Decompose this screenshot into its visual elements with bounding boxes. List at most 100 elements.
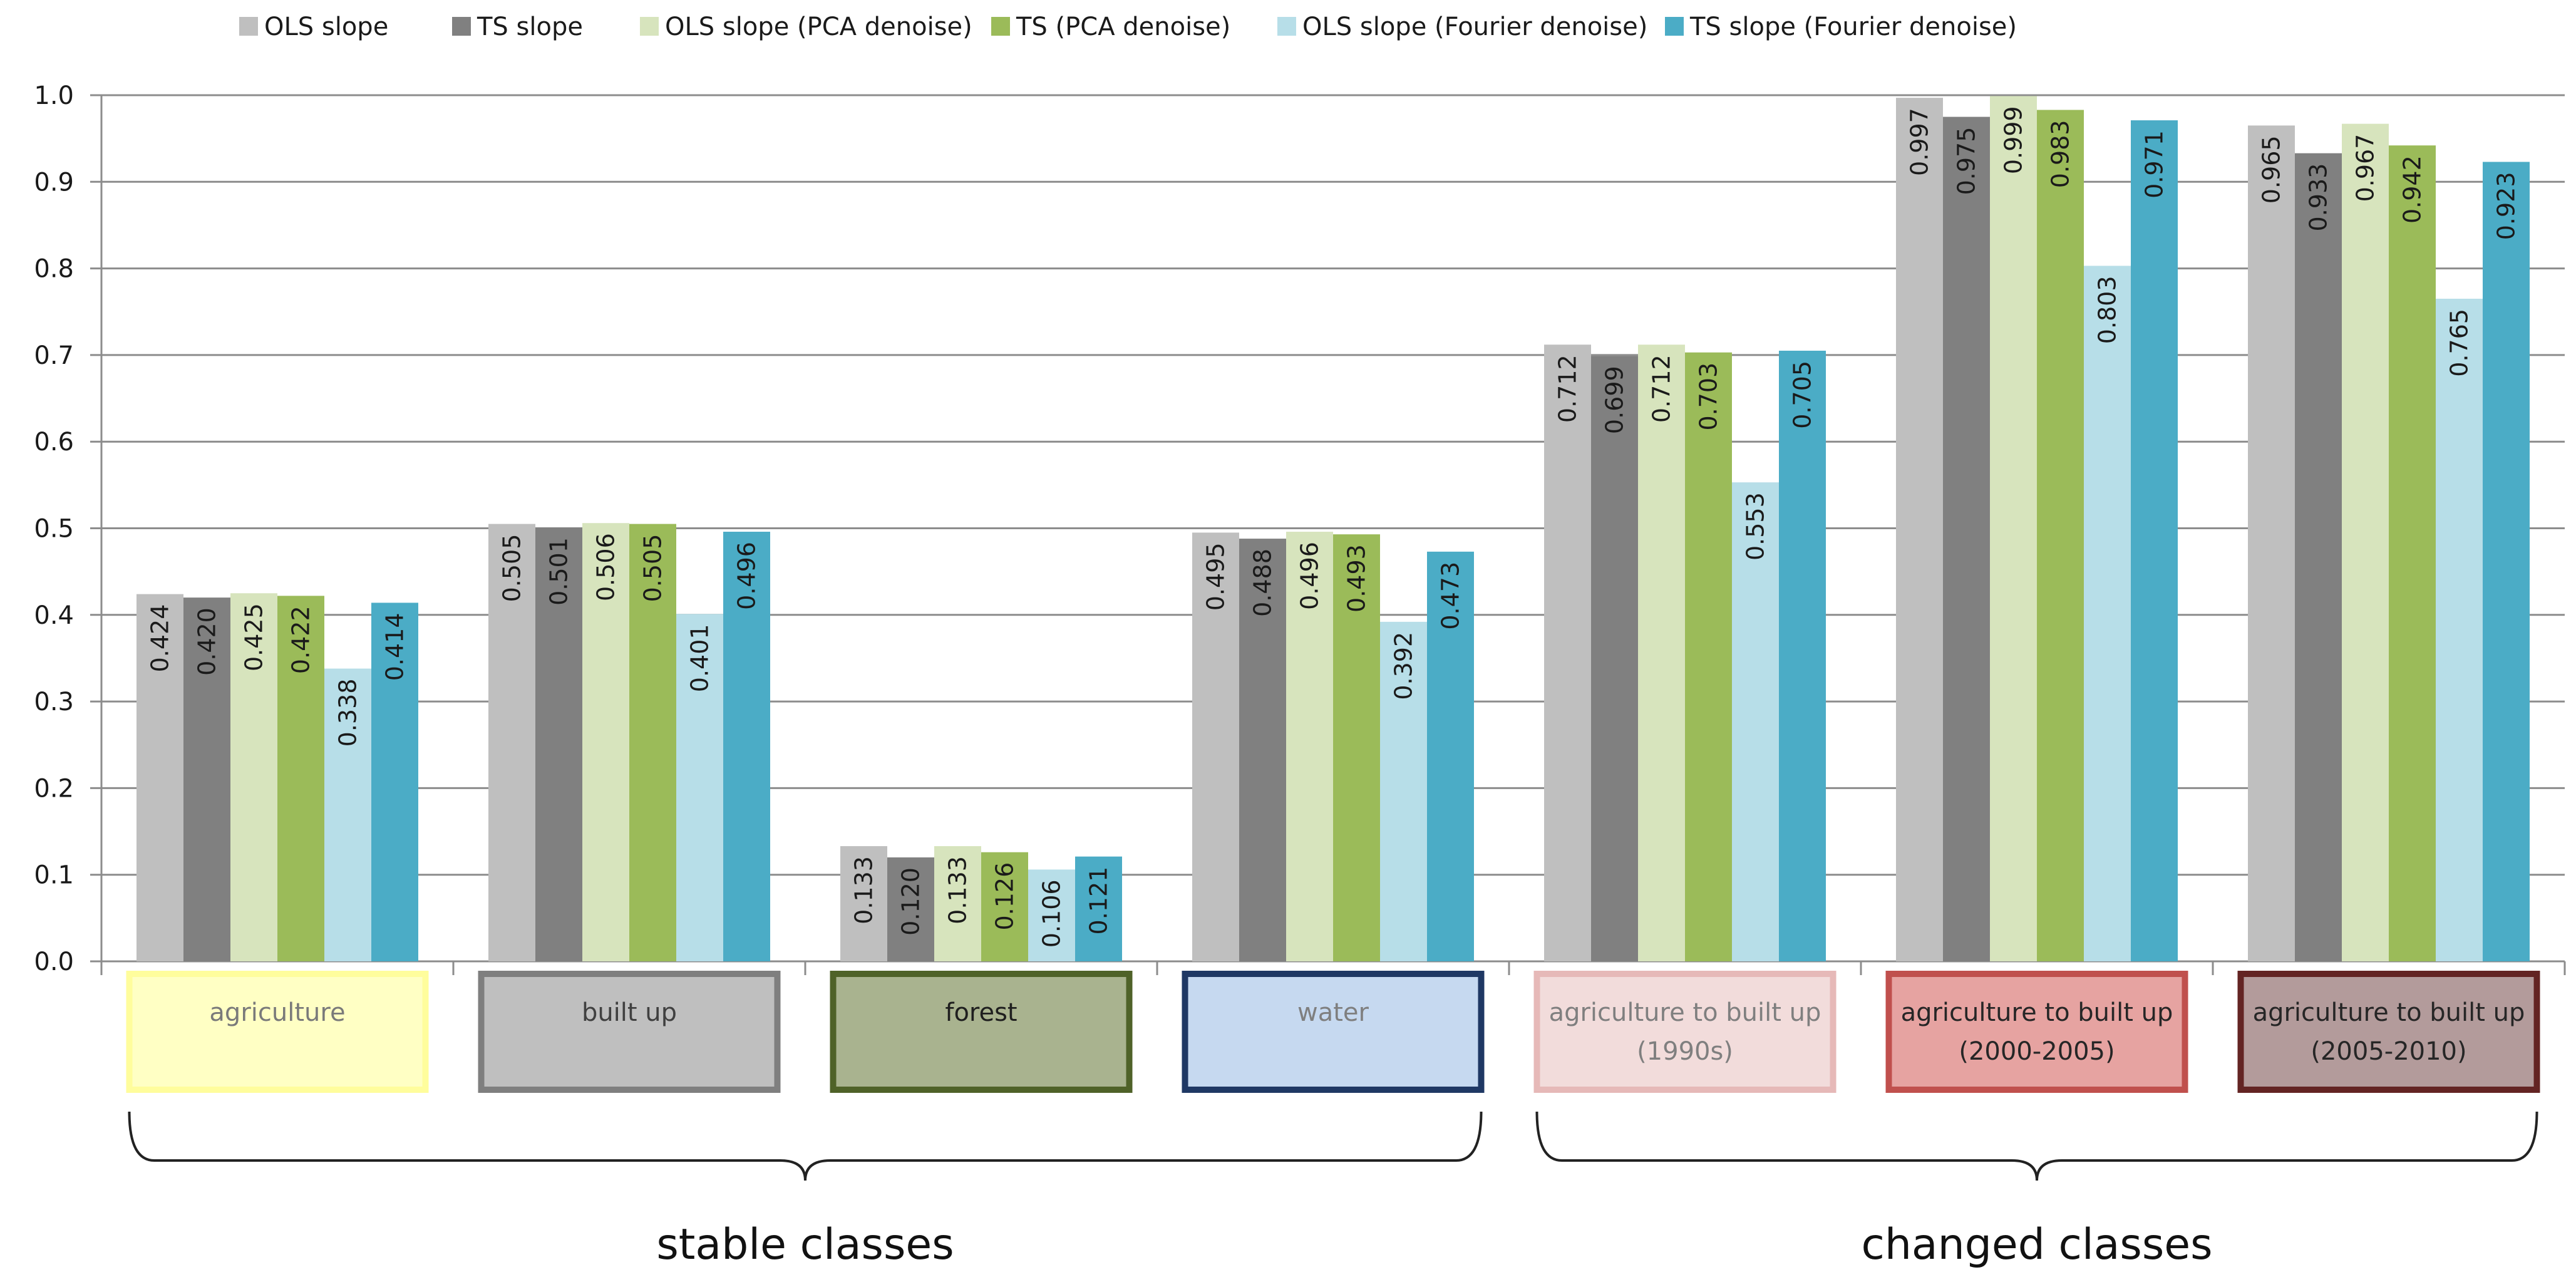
- data-label: 0.414: [381, 613, 409, 681]
- category-box: [2237, 971, 2540, 1093]
- bar: [1990, 96, 2037, 961]
- data-label: 0.703: [1695, 363, 1723, 431]
- data-label: 0.425: [240, 603, 268, 671]
- data-label: 0.971: [2141, 130, 2168, 199]
- data-label: 0.997: [1906, 108, 1934, 176]
- category-label: (2000-2005): [1959, 1037, 2115, 1066]
- data-label: 0.965: [2258, 135, 2285, 204]
- data-label: 0.401: [686, 624, 714, 692]
- category-label: water: [1297, 998, 1369, 1027]
- legend-label: TS slope: [477, 13, 583, 41]
- data-label: 0.496: [1296, 542, 1324, 610]
- data-label: 0.120: [897, 867, 925, 936]
- y-tick-label: 0.2: [34, 774, 74, 803]
- category-label: built up: [582, 998, 677, 1027]
- bar: [1333, 534, 1380, 961]
- data-label: 0.803: [2094, 276, 2121, 344]
- data-label: 0.424: [147, 604, 174, 673]
- data-label: 0.133: [850, 856, 878, 924]
- legend-swatch: [1277, 17, 1296, 36]
- bar: [629, 524, 676, 961]
- bar: [277, 596, 324, 961]
- data-label: 0.422: [287, 606, 315, 674]
- bar: [676, 614, 723, 961]
- data-label: 0.505: [498, 534, 526, 602]
- category-box: [830, 971, 1133, 1093]
- bar: [183, 597, 230, 961]
- bar: [1591, 356, 1638, 961]
- bar: [2483, 162, 2530, 962]
- bar: [1239, 539, 1286, 961]
- bar: [723, 532, 770, 961]
- data-label: 0.942: [2399, 155, 2426, 224]
- group-brace: [128, 1111, 1483, 1181]
- legend-swatch: [239, 17, 258, 36]
- bar: [1544, 344, 1591, 961]
- legend-swatch: [640, 17, 659, 36]
- data-label: 0.765: [2446, 309, 2473, 377]
- data-label: 0.493: [1343, 544, 1371, 613]
- y-tick-label: 0.3: [34, 688, 74, 716]
- bar: [934, 846, 981, 961]
- data-label: 0.999: [2000, 106, 2027, 174]
- bar: [840, 846, 887, 961]
- bar: [1685, 352, 1732, 961]
- category-box: [1533, 971, 1837, 1093]
- category-box: [126, 971, 429, 1093]
- data-label: 0.501: [545, 537, 573, 606]
- bar: [137, 594, 183, 961]
- category-label: agriculture to built up: [1901, 998, 2173, 1027]
- bar: [887, 857, 934, 961]
- category-box: [1885, 971, 2188, 1093]
- y-tick-label: 0.1: [34, 861, 74, 890]
- category-label: agriculture: [209, 998, 345, 1027]
- bar: [2037, 110, 2084, 962]
- bar: [1028, 869, 1075, 961]
- legend-swatch: [452, 17, 471, 36]
- category-label: agriculture to built up: [2253, 998, 2525, 1027]
- data-label: 0.496: [733, 542, 761, 610]
- legend-label: TS slope (Fourier denoise): [1689, 13, 2017, 41]
- bar: [1192, 532, 1239, 961]
- data-label: 0.121: [1085, 867, 1113, 935]
- category-label: agriculture to built up: [1549, 998, 1821, 1027]
- y-tick-label: 0.7: [34, 341, 74, 370]
- y-tick-label: 0.5: [34, 515, 74, 544]
- legend-label: OLS slope (PCA denoise): [665, 13, 972, 41]
- bar: [582, 523, 629, 961]
- bar: [1075, 856, 1122, 961]
- bar: [1732, 482, 1779, 961]
- y-tick-label: 0.0: [34, 948, 74, 976]
- category-box: [478, 971, 781, 1093]
- y-tick-label: 0.9: [34, 168, 74, 197]
- data-label: 0.975: [1953, 127, 1981, 195]
- category-label: (2005-2010): [2311, 1037, 2466, 1066]
- category-label: (1990s): [1637, 1037, 1733, 1066]
- data-label: 0.420: [193, 607, 221, 676]
- data-label: 0.699: [1601, 366, 1629, 434]
- bar: [2389, 145, 2436, 962]
- group-brace: [1535, 1111, 2538, 1181]
- data-label: 0.506: [592, 533, 620, 601]
- group-label: changed classes: [1861, 1220, 2212, 1269]
- category-label: forest: [945, 998, 1017, 1027]
- category-box: [1182, 971, 1485, 1093]
- data-label: 0.392: [1390, 632, 1418, 700]
- bar: [2295, 153, 2342, 961]
- bar: [2084, 266, 2131, 962]
- bar: [488, 524, 535, 961]
- data-label: 0.106: [1038, 879, 1066, 948]
- bar: [230, 593, 277, 961]
- data-label: 0.126: [991, 862, 1019, 931]
- bar: [1943, 116, 1990, 962]
- data-label: 0.705: [1789, 361, 1816, 429]
- y-tick-label: 0.6: [34, 428, 74, 457]
- bar: [324, 668, 371, 961]
- legend-label: OLS slope: [264, 13, 388, 41]
- bar: [2342, 123, 2389, 961]
- data-label: 0.505: [639, 534, 667, 602]
- bar: [1638, 344, 1685, 961]
- bar: [1427, 551, 1474, 961]
- bar: [371, 602, 418, 961]
